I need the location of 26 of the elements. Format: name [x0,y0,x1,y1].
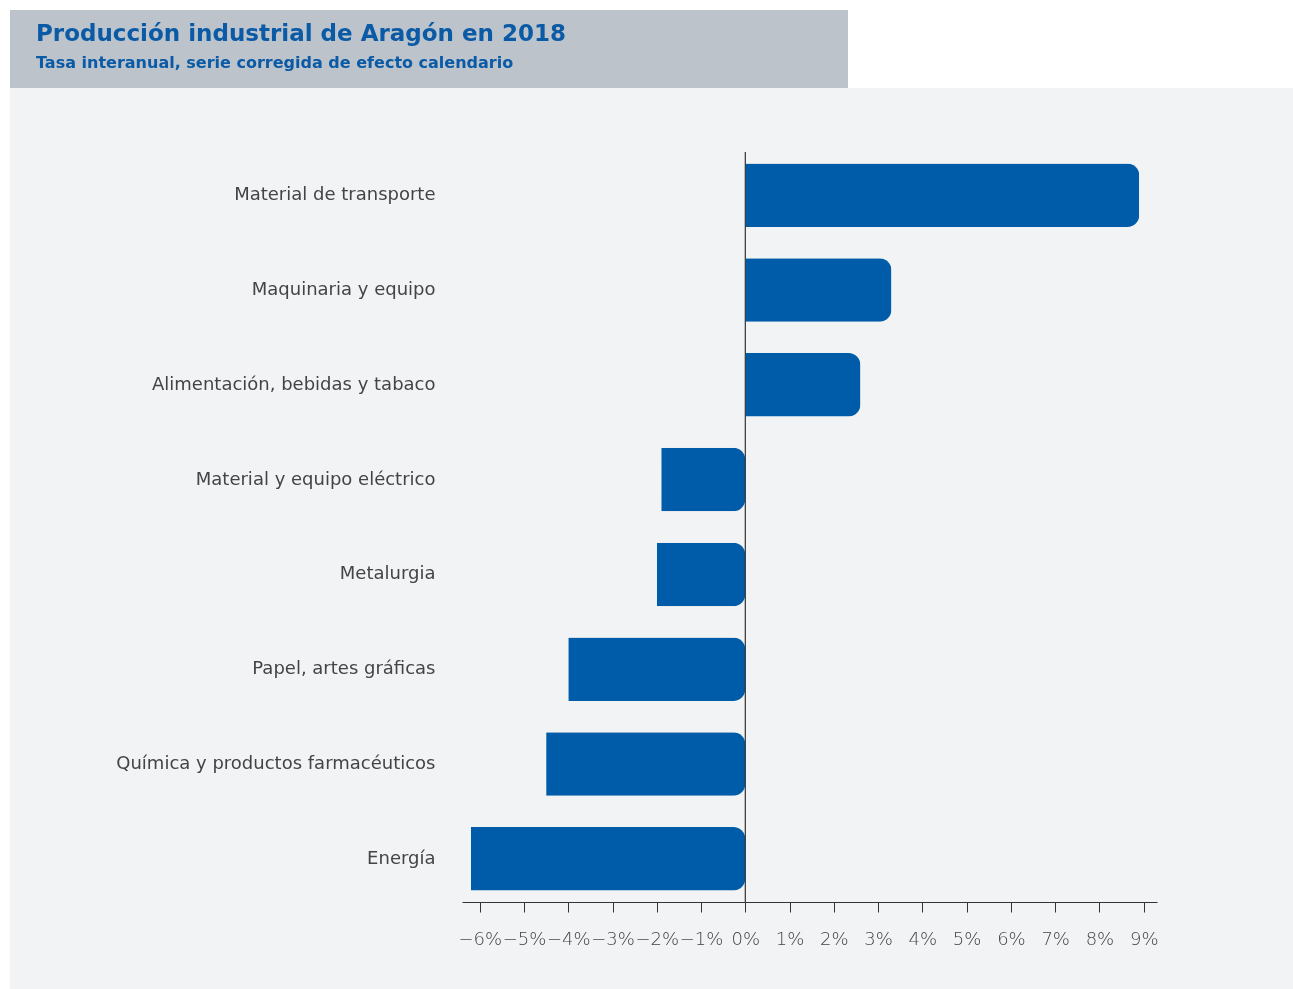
x-tick-label: 4% [908,927,938,949]
y-tick-label: Material de transporte [234,183,436,205]
x-tick-label: 6% [997,927,1026,949]
x-tick-label: −2% [635,927,680,949]
y-tick-label: Material y equipo eléctrico [195,467,436,489]
y-tick-label: Alimentación, bebidas y tabaco [152,372,436,394]
y-tick-label: Química y productos farmacéuticos [116,752,436,774]
x-tick-label: 1% [775,927,805,949]
x-tick-label: 8% [1085,927,1115,949]
x-tick-label: 9% [1129,927,1159,949]
x-tick-label: −5% [502,927,547,949]
chart-title: Producción industrial de Aragón en 2018 [36,20,566,46]
y-tick-label: Papel, artes gráficas [252,657,436,679]
x-tick-label: −1% [679,927,724,949]
y-tick-label: Metalurgia [339,562,436,584]
x-tick-label: 7% [1041,927,1070,949]
y-tick-label: Maquinaria y equipo [251,277,436,299]
x-tick-label: −4% [546,927,591,949]
x-tick-label: 0% [731,927,761,949]
x-tick-label: −3% [591,927,635,949]
text: Tasa interanual, serie corregida de efecto calendario [36,53,514,72]
x-tick-label: 3% [864,927,893,949]
y-tick-label: Energía [367,846,436,868]
x-tick-label: 5% [952,927,982,949]
x-tick-label: −6% [458,927,503,949]
x-tick-label: 2% [820,927,849,949]
